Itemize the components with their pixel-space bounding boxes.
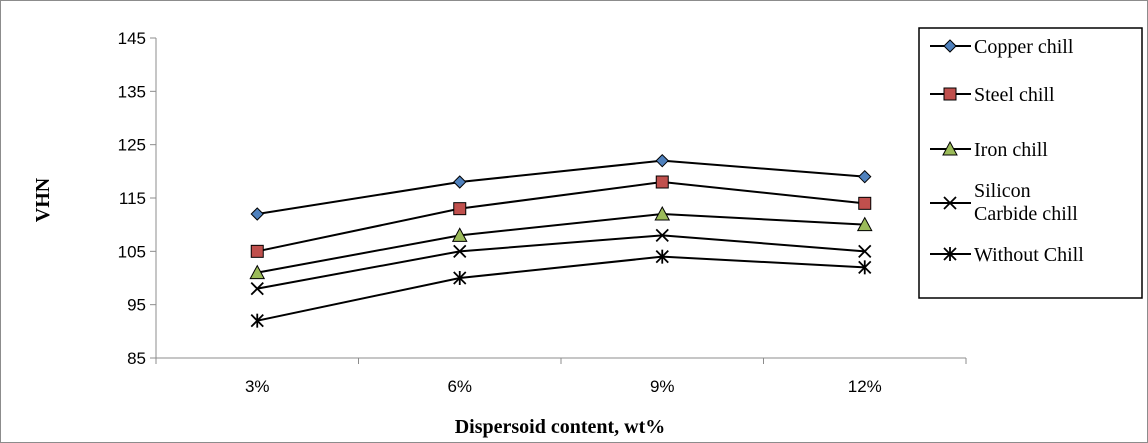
legend-marker — [943, 87, 957, 101]
data-point — [655, 153, 669, 168]
y-tick-label: 145 — [118, 29, 146, 48]
y-tick-label: 125 — [118, 136, 146, 155]
legend-marker — [943, 247, 957, 261]
series-line — [257, 159, 865, 215]
data-point — [453, 244, 467, 258]
data-point — [250, 244, 264, 258]
y-tick-label: 115 — [119, 189, 146, 208]
data-point — [453, 271, 467, 285]
legend: Copper chill Steel chill Iron chill Silicon… — [918, 27, 1143, 299]
series-line — [257, 255, 865, 322]
data-point — [250, 207, 264, 221]
x-axis-title: Dispersoid content, wt% — [455, 416, 666, 438]
legend-entry: Without Chill — [930, 244, 1084, 266]
series-line — [257, 212, 865, 274]
legend-marker — [943, 196, 957, 210]
legend-entry: Iron chill — [930, 139, 1048, 161]
legend-entry: Steel chill — [930, 84, 1055, 106]
data-point — [858, 196, 872, 210]
data-point — [655, 249, 669, 264]
y-tick-label: 135 — [118, 82, 146, 101]
data-point — [451, 227, 468, 242]
x-tick-label: 6% — [447, 377, 472, 396]
x-tick-label: 9% — [650, 377, 675, 396]
data-point — [858, 260, 872, 275]
legend-label: Iron chill — [974, 139, 1048, 161]
series-steel-chill — [250, 175, 872, 258]
x-tick-label: 3% — [245, 377, 270, 396]
series-copper-chill — [250, 153, 872, 221]
data-point — [655, 228, 669, 242]
data-point — [858, 244, 872, 258]
legend-label: Steel chill — [974, 84, 1055, 106]
data-point — [453, 175, 467, 189]
legend-entry: Silicon Carbide chill — [930, 180, 1078, 225]
y-tick-label: 105 — [118, 242, 146, 261]
legend-label: Without Chill — [974, 244, 1084, 266]
legend-label: Silicon Carbide chill — [974, 180, 1078, 225]
series-without-chill — [250, 249, 872, 328]
legend-label: Copper chill — [974, 36, 1074, 58]
y-tick-label: 95 — [127, 296, 146, 315]
data-point — [453, 202, 467, 216]
series-silicon-carbide-chill — [250, 228, 872, 296]
data-point — [249, 264, 266, 280]
x-tick-label: 12% — [848, 377, 882, 396]
data-point — [654, 205, 671, 221]
y-axis-title: VHN — [32, 177, 54, 222]
series-layer — [249, 153, 873, 328]
data-point — [250, 313, 264, 328]
y-tick-label: 85 — [127, 349, 146, 368]
data-point — [655, 175, 669, 189]
data-point — [250, 282, 264, 296]
axes: 85 95 105 115 125 135 145 3% 6% 9% 12% — [118, 29, 967, 396]
data-point — [858, 169, 872, 184]
series-iron-chill — [249, 205, 873, 280]
series-line — [257, 180, 865, 253]
legend-box — [918, 27, 1143, 299]
legend-marker — [942, 140, 958, 156]
series-line — [257, 234, 865, 290]
data-point — [856, 216, 873, 232]
legend-entry: Copper chill — [930, 36, 1074, 58]
legend-marker — [943, 39, 957, 53]
